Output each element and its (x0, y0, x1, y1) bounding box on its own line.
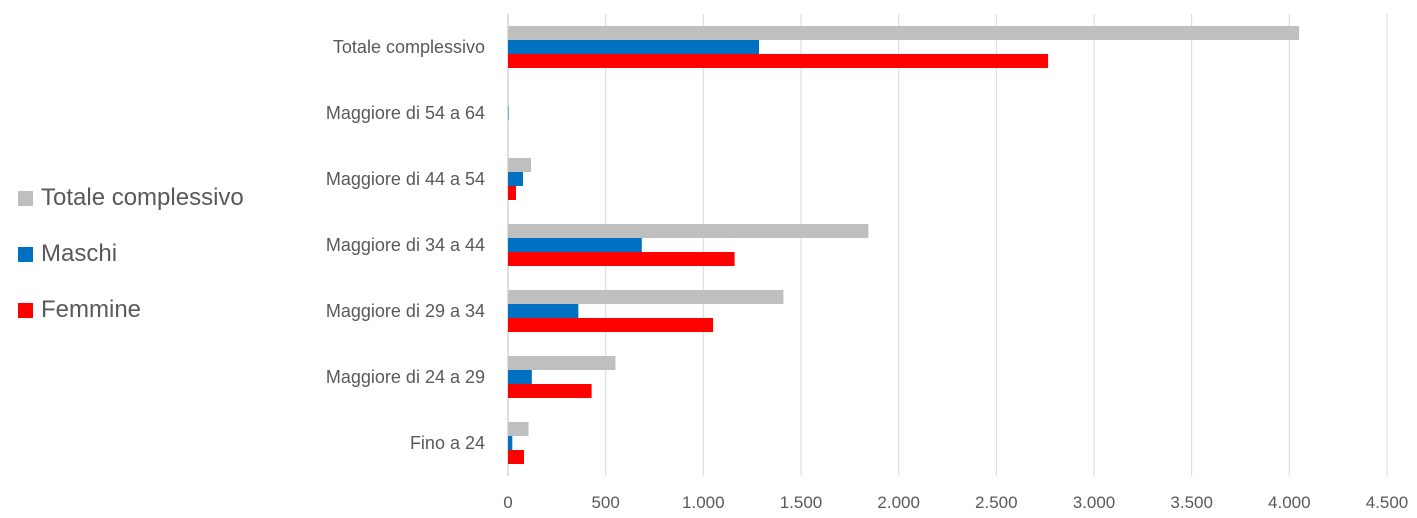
gridlines (507, 14, 1388, 476)
bar-maschi (508, 172, 524, 186)
legend-label: Femmine (41, 296, 142, 323)
x-tick-label: 3.500 (1170, 493, 1213, 512)
bar-totale-complessivo (508, 290, 784, 304)
bars (508, 26, 1300, 464)
x-tick-label: 2.000 (877, 493, 920, 512)
bar-maschi (508, 106, 509, 120)
bar-maschi (508, 370, 532, 384)
bar-totale-complessivo (508, 224, 869, 238)
x-tick-label: 4.000 (1268, 493, 1311, 512)
bar-totale-complessivo (508, 158, 532, 172)
category-label: Totale complessivo (333, 37, 485, 57)
x-tick-label: 4.500 (1366, 493, 1409, 512)
legend-swatch (18, 190, 33, 206)
legend-label: Totale complessivo (41, 184, 244, 211)
legend-item: Maschi (18, 239, 244, 269)
category-label: Maggiore di 29 a 34 (326, 301, 485, 321)
legend-swatch (18, 246, 33, 262)
bar-femmine (508, 252, 735, 266)
bar-totale-complessivo (508, 422, 529, 436)
x-tick-label: 500 (591, 493, 619, 512)
bar-maschi (508, 40, 760, 54)
bar-maschi (508, 238, 642, 252)
category-labels: Fino a 24 Maggiore di 24 a 29 Maggiore di … (326, 37, 485, 453)
bar-maschi (508, 304, 579, 318)
bar-maschi (508, 436, 513, 450)
category-label: Fino a 24 (410, 433, 485, 453)
legend-label: Maschi (41, 240, 118, 267)
bar-femmine (508, 318, 714, 332)
x-tick-label: 0 (503, 493, 512, 512)
bar-totale-complessivo (508, 92, 509, 106)
legend: Totale complessivo Maschi Femmine (18, 183, 244, 351)
legend-item: Femmine (18, 295, 244, 325)
bar-femmine (508, 186, 517, 200)
category-label: Maggiore di 54 a 64 (326, 103, 485, 123)
category-label: Maggiore di 44 a 54 (326, 169, 485, 189)
legend-item: Totale complessivo (18, 183, 244, 213)
legend-swatch (18, 302, 33, 318)
bar-femmine (508, 54, 1049, 68)
category-label: Maggiore di 34 a 44 (326, 235, 485, 255)
bar-femmine (508, 384, 592, 398)
category-label: Maggiore di 24 a 29 (326, 367, 485, 387)
x-tick-label: 3.000 (1073, 493, 1116, 512)
bar-totale-complessivo (508, 26, 1300, 40)
x-axis-tick-labels: 0 500 1.000 1.500 2.000 2.500 3.000 3.500 4.000 4… (503, 493, 1408, 512)
bar-totale-complessivo (508, 356, 616, 370)
x-tick-label: 1.500 (780, 493, 823, 512)
x-tick-label: 2.500 (975, 493, 1018, 512)
bar-femmine (508, 450, 525, 464)
x-tick-label: 1.000 (682, 493, 725, 512)
